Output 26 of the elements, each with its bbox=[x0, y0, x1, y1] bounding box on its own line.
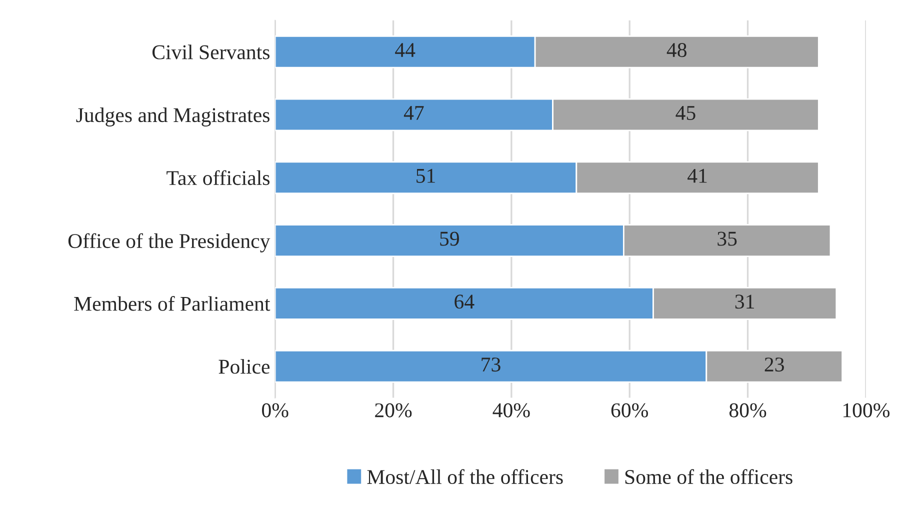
legend-label: Some of the officers bbox=[625, 469, 792, 484]
data-label: 41 bbox=[688, 168, 707, 183]
x-tick-label: 60% bbox=[611, 403, 648, 418]
y-tick-label: Police bbox=[218, 359, 270, 374]
data-label: 47 bbox=[404, 106, 424, 120]
x-tick-label: 40% bbox=[492, 403, 530, 418]
data-label: 64 bbox=[454, 294, 474, 309]
x-tick-label: 100% bbox=[843, 403, 890, 418]
x-tick-label: 80% bbox=[729, 403, 766, 418]
y-tick-label: Judges and Magistrates bbox=[76, 108, 270, 126]
data-label: 35 bbox=[718, 232, 737, 246]
legend-label: Most/All of the officers bbox=[367, 469, 563, 484]
data-label: 73 bbox=[482, 358, 500, 372]
data-label: 48 bbox=[666, 43, 686, 58]
data-label: 51 bbox=[416, 168, 435, 183]
y-tick-label: Tax officials bbox=[166, 170, 270, 186]
y-tick-label: Office of the Presidency bbox=[68, 233, 270, 252]
data-label: 23 bbox=[764, 358, 784, 372]
data-label: 44 bbox=[395, 43, 416, 57]
x-tick-label: 20% bbox=[375, 403, 412, 418]
x-tick-label: 0% bbox=[262, 403, 288, 418]
y-tick-label: Members of Parliament bbox=[74, 296, 270, 311]
y-tick-label: Civil Servants bbox=[152, 44, 270, 60]
data-label: 59 bbox=[440, 232, 459, 246]
data-label: 31 bbox=[735, 294, 754, 309]
data-label: 45 bbox=[676, 106, 696, 120]
